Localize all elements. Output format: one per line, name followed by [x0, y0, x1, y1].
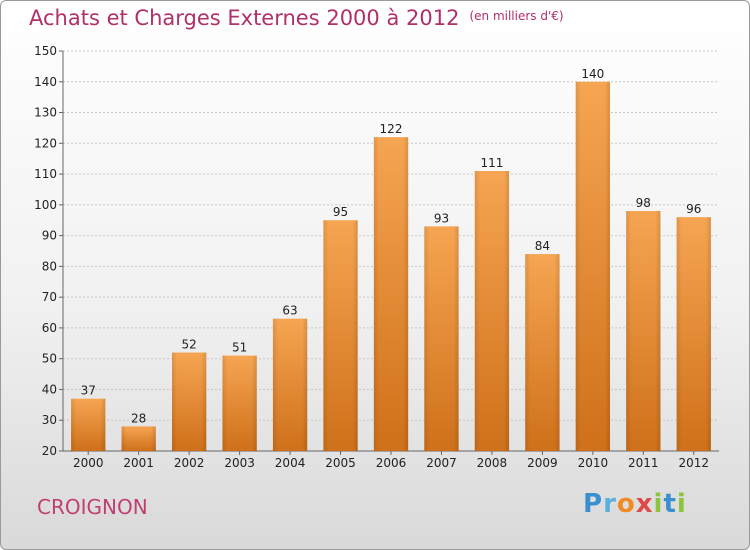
x-tick-label: 2003: [224, 456, 255, 470]
bar-shade: [71, 398, 106, 451]
bar-shade: [474, 171, 510, 451]
chart-title-text: Achats et Charges Externes 2000 à 2012: [29, 6, 460, 30]
data-label: 111: [480, 156, 503, 170]
bar-shade: [373, 137, 409, 451]
data-label: 28: [131, 411, 146, 425]
bar-shade: [626, 211, 661, 451]
y-tick-label: 150: [34, 44, 57, 58]
bar-shade: [424, 226, 459, 451]
bar-shade: [222, 355, 257, 451]
x-tick-label: 2011: [628, 456, 659, 470]
x-tick-label: 2001: [123, 456, 154, 470]
x-tick-label: 2002: [174, 456, 205, 470]
x-tick-label: 2000: [73, 456, 104, 470]
x-tick-label: 2007: [426, 456, 457, 470]
bar-shade: [525, 254, 560, 451]
x-tick-label: 2010: [578, 456, 609, 470]
data-label: 93: [434, 211, 449, 225]
x-tick-label: 2009: [527, 456, 558, 470]
commune-name: CROIGNON: [37, 495, 148, 519]
x-tick-label: 2005: [325, 456, 356, 470]
chart-title: Achats et Charges Externes 2000 à 2012 (e…: [29, 6, 564, 30]
y-tick-label: 80: [42, 259, 57, 273]
bar-shade: [323, 220, 358, 451]
y-tick-label: 140: [34, 75, 57, 89]
data-label: 140: [581, 67, 604, 81]
data-label: 51: [232, 341, 247, 355]
data-label: 95: [333, 205, 348, 219]
bar-shade: [121, 426, 156, 451]
x-tick-label: 2012: [678, 456, 709, 470]
y-tick-label: 130: [34, 106, 57, 120]
y-tick-label: 90: [42, 229, 57, 243]
bars: [71, 81, 711, 452]
x-tick-label: 2008: [477, 456, 508, 470]
bar-shade: [676, 217, 711, 451]
data-label: 37: [81, 384, 96, 398]
y-tick-label: 20: [42, 444, 57, 458]
labels: 2000 37 2001 28 2002 52 2003 51 2004 63 2005 95 2006…: [73, 67, 709, 470]
bar-shade: [575, 81, 611, 452]
y-tick-label: 100: [34, 198, 57, 212]
chart-unit: (en milliers d'€): [469, 9, 564, 23]
y-tick-label: 60: [42, 321, 57, 335]
bar-shade: [171, 352, 207, 451]
data-label: 96: [686, 202, 701, 216]
data-label: 122: [380, 122, 403, 136]
data-label: 63: [282, 304, 297, 318]
data-label: 84: [535, 239, 550, 253]
y-tick-label: 120: [34, 136, 57, 150]
proxiti-logo[interactable]: Proxiti: [583, 489, 687, 519]
y-tick-label: 50: [42, 352, 57, 366]
bar-shade: [272, 318, 308, 451]
y-tick-label: 40: [42, 382, 57, 396]
x-tick-label: 2004: [275, 456, 306, 470]
data-label: 98: [636, 196, 651, 210]
x-tick-label: 2006: [376, 456, 407, 470]
y-tick-label: 70: [42, 290, 57, 304]
axes: 20 30 40 50 60 70 80 90 100 110 120 130 140 150: [34, 44, 719, 458]
data-label: 52: [182, 338, 197, 352]
y-tick-label: 110: [34, 167, 57, 181]
y-tick-label: 30: [42, 413, 57, 427]
